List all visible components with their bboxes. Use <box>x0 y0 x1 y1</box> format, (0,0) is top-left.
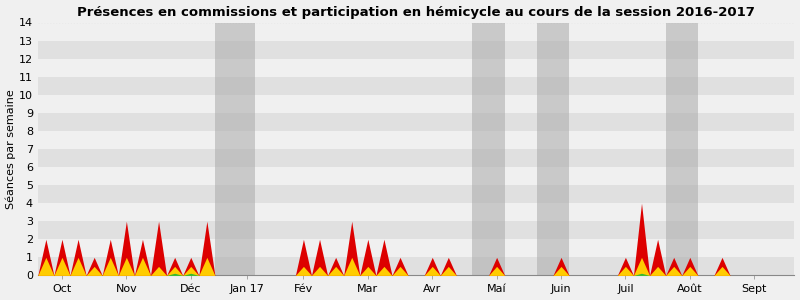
Bar <box>38 167 794 185</box>
Bar <box>38 58 794 77</box>
Bar <box>38 239 794 257</box>
Y-axis label: Séances par semaine: Séances par semaine <box>6 89 16 209</box>
Bar <box>38 77 794 95</box>
Bar <box>38 95 794 113</box>
Bar <box>473 22 505 275</box>
Bar <box>38 113 794 131</box>
Bar <box>215 22 255 275</box>
Bar <box>38 149 794 167</box>
Bar <box>38 221 794 239</box>
Bar <box>38 203 794 221</box>
Bar <box>38 40 794 58</box>
Bar <box>666 22 698 275</box>
Bar <box>38 131 794 149</box>
Title: Présences en commissions et participation en hémicycle au cours de la session 20: Présences en commissions et participatio… <box>77 6 755 19</box>
Bar <box>38 257 794 275</box>
Bar <box>537 22 569 275</box>
Bar <box>38 22 794 40</box>
Bar <box>38 185 794 203</box>
